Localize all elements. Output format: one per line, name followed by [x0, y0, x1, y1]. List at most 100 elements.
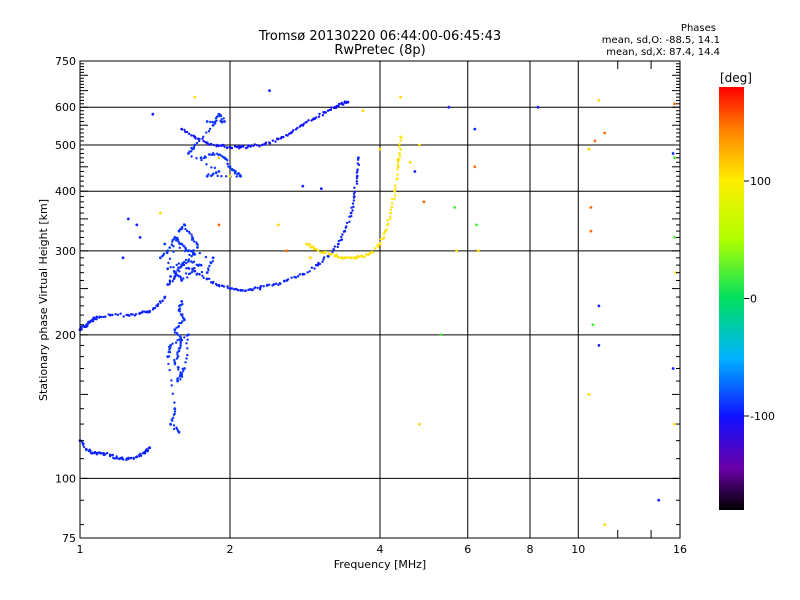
data-point [340, 238, 344, 241]
data-point [378, 147, 382, 151]
data-point [185, 229, 189, 233]
data-point [316, 263, 320, 267]
x-tick-label: 2 [227, 543, 234, 556]
data-point [156, 303, 160, 306]
data-point [422, 200, 426, 204]
data-point [135, 223, 139, 227]
data-point [377, 245, 380, 249]
data-point [172, 269, 176, 273]
data-point [255, 144, 259, 147]
data-point [310, 245, 313, 248]
data-point [399, 95, 402, 99]
data-point [220, 118, 223, 121]
data-point [346, 100, 350, 104]
data-point [190, 146, 193, 150]
data-point [396, 163, 400, 166]
y-tick-label: 400 [55, 185, 76, 198]
data-point [222, 117, 225, 120]
data-point [172, 424, 176, 427]
phase-info-header: Phases [680, 23, 716, 34]
data-point [169, 423, 173, 426]
data-point [259, 284, 263, 288]
data-point [233, 172, 237, 175]
data-point [208, 153, 212, 156]
data-point [139, 452, 142, 456]
data-point [171, 280, 174, 283]
colorbar-ticks: 100 0 -100 [744, 175, 775, 423]
data-point [286, 278, 290, 281]
data-point [226, 162, 229, 166]
data-point [674, 271, 678, 274]
data-point [166, 251, 169, 255]
data-point [175, 239, 178, 242]
data-point [176, 236, 179, 239]
data-point [215, 119, 218, 123]
data-point [190, 260, 193, 263]
data-point [172, 266, 175, 269]
data-point [356, 158, 360, 161]
data-point [321, 260, 324, 263]
data-point [173, 363, 177, 366]
data-point [81, 443, 85, 446]
data-point [379, 241, 382, 245]
data-point [95, 315, 99, 319]
data-point [209, 261, 212, 264]
data-point [159, 211, 162, 215]
data-point [329, 108, 333, 112]
data-point [111, 313, 114, 317]
data-point [303, 273, 306, 276]
colorbar [719, 87, 744, 510]
data-point [180, 127, 184, 131]
data-point [195, 263, 198, 266]
data-point [212, 143, 215, 147]
x-tick-label: 16 [673, 543, 687, 556]
data-point [172, 238, 176, 241]
data-point [330, 106, 333, 109]
data-point [190, 134, 193, 137]
data-point [176, 355, 179, 358]
data-point [174, 273, 177, 276]
data-point [337, 242, 340, 246]
data-point [148, 310, 152, 313]
data-point [396, 157, 400, 160]
data-point [211, 120, 214, 124]
data-point [324, 111, 327, 114]
data-point [193, 143, 197, 147]
data-point [180, 373, 183, 376]
data-point [190, 255, 193, 258]
data-point [186, 353, 189, 357]
data-point [220, 144, 223, 147]
data-point [308, 270, 311, 273]
data-point [298, 125, 302, 128]
data-point [114, 313, 117, 316]
data-point [184, 227, 187, 231]
data-point [215, 171, 218, 174]
data-point [282, 135, 285, 139]
data-point [205, 141, 209, 145]
data-point [205, 131, 208, 134]
data-point [280, 135, 283, 139]
data-point [418, 143, 421, 147]
data-point [251, 288, 254, 291]
data-point [193, 269, 197, 273]
data-point [345, 225, 348, 228]
data-point [298, 273, 301, 276]
data-point [192, 240, 196, 243]
data-point [151, 112, 155, 116]
data-point [199, 263, 203, 267]
data-point [113, 457, 117, 460]
data-point [176, 351, 179, 354]
data-point [183, 367, 186, 370]
data-point [196, 246, 199, 249]
data-point [233, 145, 237, 148]
data-point [338, 102, 341, 106]
data-point [589, 206, 593, 209]
data-point [168, 283, 171, 286]
data-point [475, 223, 478, 227]
data-point [282, 279, 286, 282]
data-point [673, 156, 676, 160]
data-point [247, 144, 250, 147]
data-point [262, 285, 265, 288]
data-point [294, 276, 298, 279]
data-point [382, 232, 386, 235]
